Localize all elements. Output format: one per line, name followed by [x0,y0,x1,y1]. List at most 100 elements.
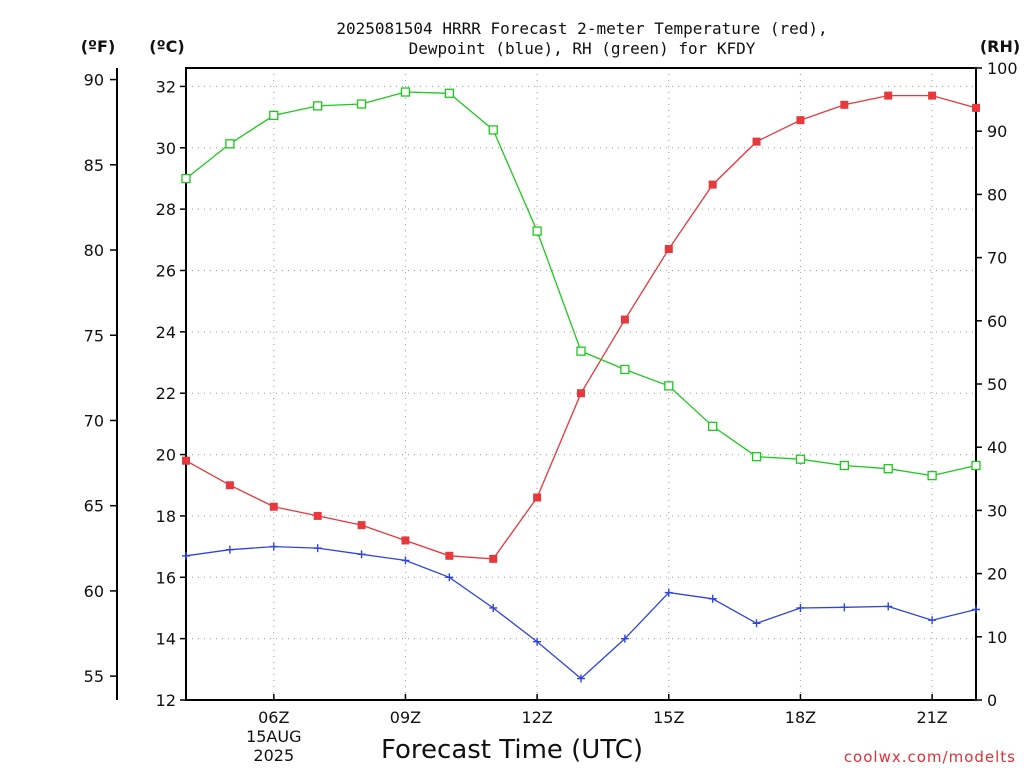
dewpoint-point [225,545,234,554]
plot-frame [185,67,977,701]
grid-lines [186,68,976,700]
temperature-point [664,245,673,254]
rh-tick-label: 60 [987,312,1007,331]
celsius-unit-label: (ºC) [149,37,184,56]
temperature-point [972,103,980,112]
temperature-point [182,456,190,465]
temperature-point [445,551,454,560]
dewpoint-point [840,603,849,612]
temperature-point [708,180,717,189]
temperature-point [533,493,542,502]
temperature-line [185,94,977,560]
date-label: 15AUG [246,727,301,746]
dewpoint-point [357,550,366,559]
rh-point [664,381,674,391]
temperature-point [313,511,322,520]
rh-tick-label: 20 [987,565,1007,584]
chart-title-line-1: 2025081504 HRRR Forecast 2-meter Tempera… [336,19,827,38]
time-tick-label: 21Z [916,708,947,727]
rh-line [185,91,977,477]
celsius-tick-label: 24 [156,323,176,342]
celsius-tick-label: 12 [156,691,176,710]
celsius-tick-label: 14 [156,630,176,649]
credit-text: coolwx.com/modelts [844,748,1016,766]
dewpoint-point [533,637,542,646]
fahrenheit-axis: 55 60 65 70 75 80 85 90 [84,71,117,686]
celsius-tick-label: 16 [156,568,176,587]
dewpoint-point [708,594,717,603]
rh-point [883,464,893,474]
dewpoint-point [445,573,454,582]
temperature-point [620,315,629,324]
temperature-point [577,389,585,398]
rh-tick-label: 30 [987,501,1007,520]
dewpoint-point [577,674,585,683]
fahrenheit-tick-label: 90 [84,71,104,90]
rh-point [225,139,235,149]
time-tick-label: 18Z [785,708,816,727]
dewpoint-point [752,619,761,628]
fahrenheit-tick-label: 70 [84,411,104,430]
rh-point [751,452,762,462]
rh-point [795,454,806,464]
fahrenheit-tick-label: 80 [84,241,104,260]
rh-point [927,470,937,481]
rh-point [576,346,586,356]
dewpoint-point [928,616,937,625]
rh-axis: 0 10 20 30 40 50 60 70 80 90 100 [976,59,1018,710]
celsius-tick-label: 30 [156,139,176,158]
dewpoint-point [269,542,278,551]
rh-point [356,99,367,109]
rh-tick-label: 70 [987,249,1007,268]
dewpoint-point [313,544,322,553]
rh-tick-label: 50 [987,375,1007,394]
rh-tick-label: 40 [987,438,1007,457]
rh-point [532,226,542,236]
fahrenheit-tick-label: 60 [84,582,104,601]
temperature-point [357,521,366,530]
celsius-tick-label: 26 [156,261,176,280]
rh-tick-label: 80 [987,185,1007,204]
temperature-point [489,554,498,563]
celsius-tick-label: 32 [156,77,176,96]
rh-tick-label: 10 [987,628,1007,647]
rh-point [620,364,630,375]
time-tick-label: 09Z [390,708,421,727]
chart-title-line-2: Dewpoint (blue), RH (green) for KFDY [409,39,756,58]
rh-unit-label: (RH) [980,37,1020,56]
rh-point [400,87,411,97]
time-tick-label: 15Z [653,708,684,727]
date-label: 2025 [253,746,294,765]
celsius-tick-label: 28 [156,200,176,219]
dewpoint-point [796,603,805,612]
fahrenheit-tick-label: 65 [84,497,104,516]
rh-point [181,173,191,184]
rh-point [839,460,849,471]
dewpoint-point [664,588,673,597]
temperature-point [884,91,893,100]
rh-tick-label: 90 [987,122,1007,141]
x-axis-label: Forecast Time (UTC) [381,735,643,765]
celsius-tick-label: 18 [156,507,176,526]
fahrenheit-tick-label: 85 [84,156,104,175]
celsius-tick-label: 22 [156,384,176,403]
rh-tick-label: 100 [987,59,1018,78]
temperature-point [928,91,937,100]
dewpoint-point [620,634,629,643]
dewpoint-point [182,551,190,560]
chart-title: 2025081504 HRRR Forecast 2-meter Tempera… [336,19,827,58]
temperature-point [225,481,234,490]
series-dewpoint [182,542,980,683]
celsius-tick-label: 20 [156,446,176,465]
fahrenheit-tick-label: 75 [84,326,104,345]
rh-tick-label: 0 [987,691,997,710]
rh-point [971,460,981,471]
temperature-point [401,536,410,545]
rh-point [488,125,498,135]
time-tick-label: 12Z [521,708,552,727]
time-tick-label: 06Z [258,708,289,727]
rh-point [444,88,454,98]
dewpoint-line [185,545,977,680]
